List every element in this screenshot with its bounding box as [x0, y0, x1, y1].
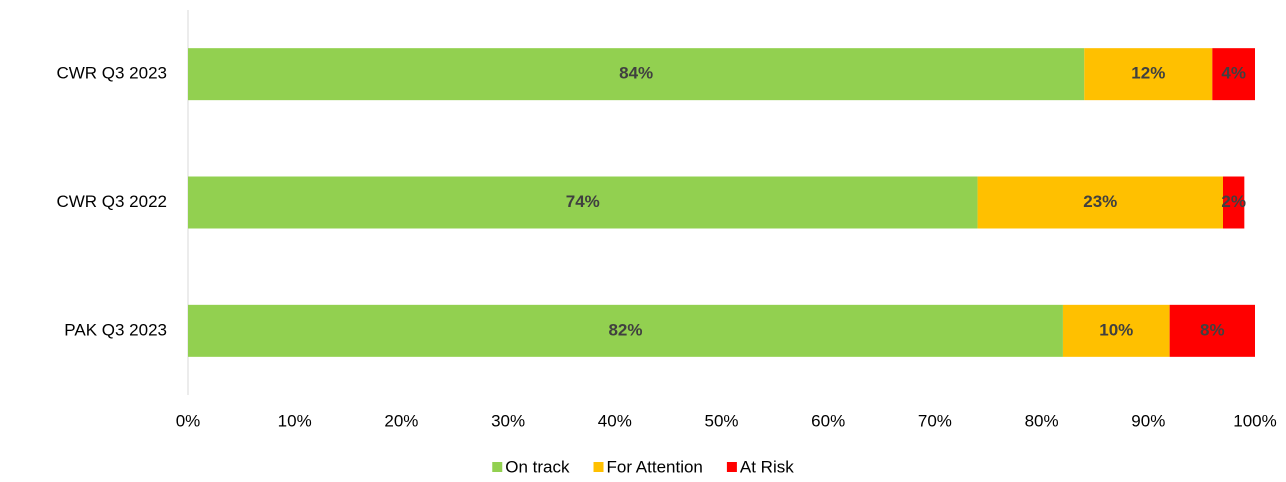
data-label: 74%: [566, 192, 600, 211]
legend-swatch: [726, 462, 737, 472]
legend-swatch: [492, 462, 503, 472]
legend-label: On track: [505, 457, 570, 476]
y-tick-label: PAK Q3 2023: [64, 320, 167, 339]
x-tick-label: 60%: [811, 411, 845, 430]
x-tick-label: 10%: [278, 411, 312, 430]
x-tick-label: 40%: [598, 411, 632, 430]
legend-label: For Attention: [607, 457, 703, 476]
bar-segment: [188, 304, 1063, 357]
x-tick-label: 90%: [1131, 411, 1165, 430]
bar-segment: [188, 176, 978, 229]
x-tick-label: 50%: [704, 411, 738, 430]
data-label: 84%: [619, 64, 653, 83]
y-tick-label: CWR Q3 2022: [56, 192, 167, 211]
data-label: 4%: [1221, 64, 1246, 83]
x-tick-label: 70%: [918, 411, 952, 430]
y-tick-label: CWR Q3 2023: [56, 64, 167, 83]
x-tick-label: 20%: [384, 411, 418, 430]
bar-segment: [1084, 48, 1213, 101]
data-label: 10%: [1099, 320, 1133, 339]
legend-swatch: [593, 462, 604, 472]
bar-segment: [1222, 176, 1245, 229]
data-label: 2%: [1221, 192, 1246, 211]
data-label: 8%: [1200, 320, 1225, 339]
bar-segment: [977, 176, 1223, 229]
x-tick-label: 30%: [491, 411, 525, 430]
x-tick-label: 80%: [1025, 411, 1059, 430]
bar-segment: [1212, 48, 1255, 101]
bar-segment: [188, 48, 1085, 101]
x-tick-label: 0%: [176, 411, 201, 430]
legend-label: At Risk: [740, 457, 794, 476]
x-tick-label: 100%: [1233, 411, 1276, 430]
data-label: 82%: [608, 320, 642, 339]
data-label: 12%: [1131, 64, 1165, 83]
data-label: 23%: [1083, 192, 1117, 211]
bar-segment: [1062, 304, 1170, 357]
bar-segment: [1169, 304, 1255, 357]
